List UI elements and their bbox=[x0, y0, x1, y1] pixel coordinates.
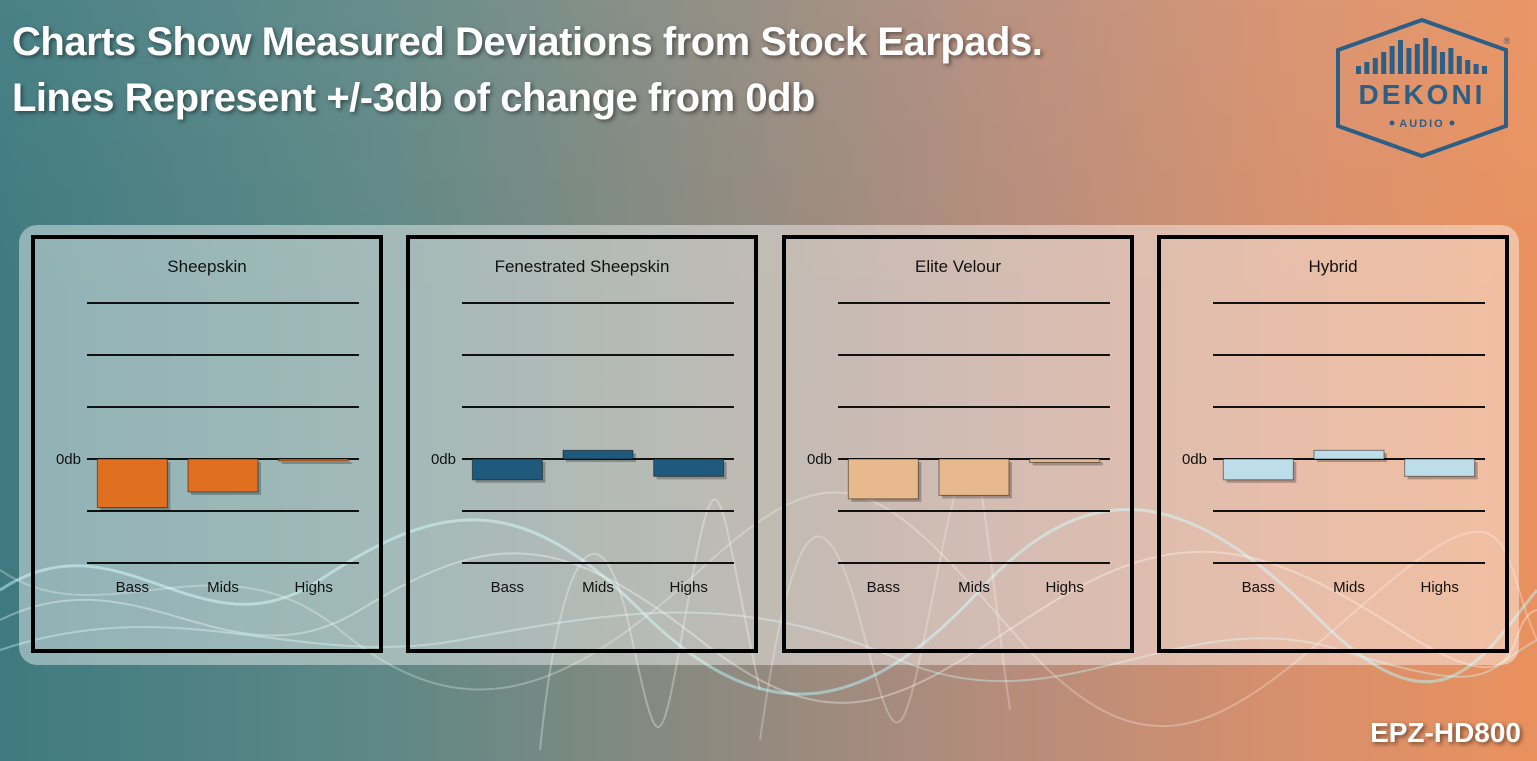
logo-bar bbox=[1423, 38, 1429, 74]
zero-label: 0db bbox=[807, 451, 832, 468]
logo-bar bbox=[1364, 62, 1370, 74]
category-label: Mids bbox=[207, 579, 239, 596]
bar-highs bbox=[278, 458, 350, 462]
category-label: Highs bbox=[669, 579, 707, 596]
chart-sheepskin: Sheepskin 0db Bass Mids Highs bbox=[31, 235, 383, 653]
chart-title: Hybrid bbox=[1308, 257, 1358, 276]
logo-bar bbox=[1398, 40, 1403, 74]
chart-fenestrated-sheepskin: Fenestrated Sheepskin 0db Bass Mids Highs bbox=[406, 235, 758, 653]
bar-mids bbox=[1313, 449, 1385, 460]
logo-bar bbox=[1448, 48, 1454, 74]
logo-bar bbox=[1406, 48, 1412, 74]
zero-label: 0db bbox=[1182, 451, 1207, 468]
category-label: Highs bbox=[294, 579, 332, 596]
logo-bar bbox=[1381, 52, 1387, 74]
zero-label: 0db bbox=[431, 451, 456, 468]
bar-mids bbox=[187, 458, 259, 493]
charts-panel bbox=[19, 225, 1519, 665]
chart-title: Elite Velour bbox=[915, 257, 1001, 276]
logo-bar bbox=[1465, 60, 1471, 74]
logo-bar bbox=[1414, 44, 1420, 74]
bar-chart-elite-velour: 0db Bass Mids Highs bbox=[807, 302, 1110, 596]
chart-hybrid: Hybrid 0db Bass Mids Highs bbox=[1157, 235, 1509, 653]
logo-bar bbox=[1356, 66, 1361, 74]
category-label: Bass bbox=[491, 579, 524, 596]
logo-dot-right bbox=[1449, 120, 1455, 126]
logo-subtitle: AUDIO bbox=[1399, 118, 1444, 130]
logo-bar bbox=[1456, 56, 1462, 74]
bar-bass bbox=[471, 458, 543, 481]
bar-bass bbox=[1222, 458, 1294, 481]
zero-label: 0db bbox=[56, 451, 81, 468]
category-label: Bass bbox=[1242, 579, 1275, 596]
bar-shadow bbox=[281, 462, 352, 464]
logo-bar bbox=[1389, 46, 1395, 74]
headline: Charts Show Measured Deviations from Sto… bbox=[12, 14, 1043, 126]
category-label: Bass bbox=[116, 579, 149, 596]
logo-bar bbox=[1372, 58, 1378, 74]
logo-dot-left bbox=[1389, 120, 1395, 126]
bar-chart-fenestrated-sheepskin: 0db Bass Mids Highs bbox=[431, 302, 734, 596]
category-label: Mids bbox=[582, 579, 614, 596]
chart-title: Sheepskin bbox=[167, 257, 247, 276]
category-label: Highs bbox=[1420, 579, 1458, 596]
logo-bar bbox=[1482, 66, 1487, 74]
bar-mids bbox=[562, 449, 634, 460]
bar-highs bbox=[1029, 458, 1101, 463]
logo-bar bbox=[1431, 46, 1437, 74]
logo-wordmark: DEKONI bbox=[1359, 79, 1486, 110]
logo-registered-mark: ® bbox=[1504, 36, 1511, 46]
bar-bass bbox=[847, 458, 919, 500]
headline-line-1: Charts Show Measured Deviations from Sto… bbox=[12, 20, 1043, 64]
category-label: Mids bbox=[1333, 579, 1365, 596]
headline-line-2: Lines Represent +/-3db of change from 0d… bbox=[12, 76, 815, 120]
category-label: Mids bbox=[958, 579, 990, 596]
category-label: Highs bbox=[1045, 579, 1083, 596]
bar-bass bbox=[96, 458, 168, 509]
category-label: Bass bbox=[867, 579, 900, 596]
logo-bar bbox=[1440, 52, 1445, 74]
chart-title: Fenestrated Sheepskin bbox=[494, 257, 670, 276]
logo-bar bbox=[1473, 64, 1479, 74]
bar-shadow bbox=[1032, 462, 1103, 466]
bar-highs bbox=[1404, 458, 1476, 477]
bar-highs bbox=[653, 458, 725, 477]
bar-chart-hybrid: 0db Bass Mids Highs bbox=[1182, 302, 1485, 596]
model-label: EPZ-HD800 bbox=[1370, 717, 1521, 748]
chart-elite-velour: Elite Velour 0db Bass Mids Highs bbox=[782, 235, 1134, 653]
bar-chart-sheepskin: 0db Bass Mids Highs bbox=[56, 302, 359, 596]
dekoni-audio-logo: DEKONI AUDIO ® bbox=[1336, 17, 1511, 159]
bar-mids bbox=[938, 458, 1010, 496]
